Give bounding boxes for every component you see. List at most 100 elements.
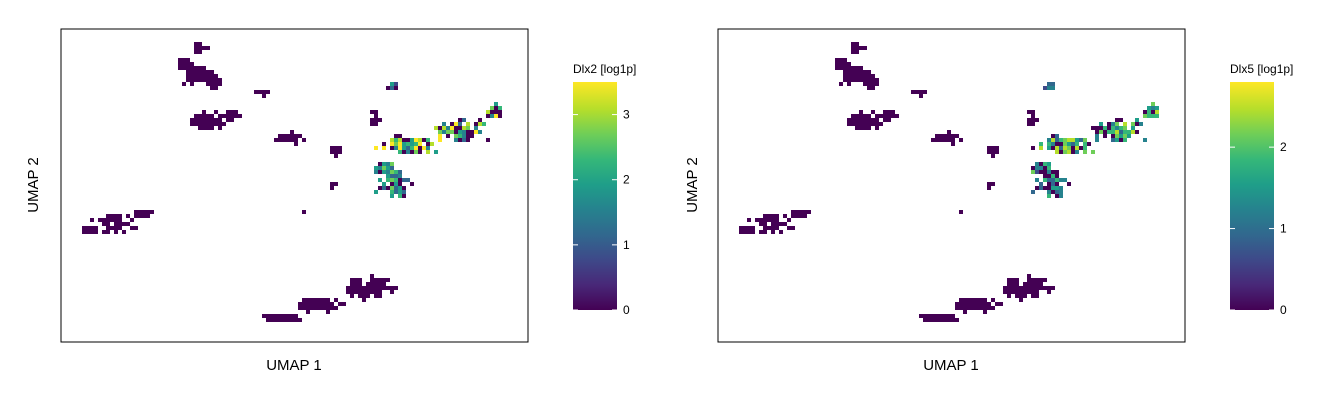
cell-point [378,278,382,282]
cell-point [446,134,450,138]
cell-point [1055,178,1059,182]
cell-point [302,210,306,214]
cell-point [1115,126,1119,130]
cell-point [330,306,334,310]
cell-point [939,318,943,322]
cell-point [767,218,771,222]
colorbar-title: Dlx5 [log1p] [1230,62,1293,76]
cell-point [390,182,394,186]
cell-point [426,150,430,154]
cell-point [134,210,138,214]
cell-point [1031,294,1035,298]
cell-point [1055,146,1059,150]
cell-point [362,294,366,298]
cell-point [859,118,863,122]
cell-point [1047,86,1051,90]
cell-point [751,230,755,234]
cell-point [1047,170,1051,174]
cell-point [747,218,751,222]
cell-point [102,218,106,222]
cell-point [1035,162,1039,166]
cell-point [222,122,226,126]
plot-frame [717,28,1186,343]
cell-point [867,118,871,122]
cell-point [1091,126,1095,130]
cell-point [330,186,334,190]
cell-point [955,302,959,306]
cell-point [182,66,186,70]
cell-point [991,154,995,158]
cell-point [210,70,214,74]
cell-point [951,314,955,318]
cell-point [1063,178,1067,182]
cell-point [418,150,422,154]
cell-point [1039,182,1043,186]
cell-point [194,50,198,54]
cell-point [799,210,803,214]
cell-point [234,110,238,114]
cell-point [382,286,386,290]
cell-point [931,318,935,322]
cell-point [1111,130,1115,134]
cell-point [1039,142,1043,146]
cell-point [863,114,867,118]
cell-point [927,314,931,318]
cell-point [230,118,234,122]
cell-point [202,74,206,78]
cell-point [278,134,282,138]
cell-point [390,162,394,166]
cell-point [867,70,871,74]
cell-point [302,138,306,142]
cell-point [787,226,791,230]
cell-point [771,226,775,230]
cell-point [775,218,779,222]
cell-point [458,134,462,138]
cell-point [262,90,266,94]
cell-point [134,214,138,218]
cell-point [1083,150,1087,154]
cell-point [763,222,767,226]
cell-point [370,282,374,286]
cell-point [190,62,194,66]
cell-point [194,70,198,74]
cell-point [298,306,302,310]
cell-point [1055,174,1059,178]
cell-point [294,314,298,318]
cell-point [943,138,947,142]
cell-point [206,78,210,82]
cell-point [466,134,470,138]
cell-point [1067,146,1071,150]
cell-point [390,166,394,170]
cell-point [398,178,402,182]
cell-point [390,170,394,174]
cell-point [182,62,186,66]
cell-point [1135,122,1139,126]
cell-point [855,42,859,46]
cell-point [1039,278,1043,282]
cell-point [751,226,755,230]
cell-point [843,78,847,82]
x-axis-label: UMAP 1 [266,357,322,374]
cell-point [1115,118,1119,122]
cell-point [490,110,494,114]
cell-point [1047,286,1051,290]
cell-point [867,74,871,78]
cell-point [462,130,466,134]
cell-point [398,190,402,194]
cell-point [947,134,951,138]
cell-point [1023,286,1027,290]
cell-point [218,122,222,126]
cell-point [931,314,935,318]
cell-point [1123,138,1127,142]
cell-point [322,298,326,302]
cell-point [418,142,422,146]
cell-point [1083,138,1087,142]
cell-point [118,218,122,222]
cell-point [282,318,286,322]
cell-point [394,190,398,194]
cell-point [194,42,198,46]
cell-point [855,66,859,70]
cell-point [362,298,366,302]
cell-point [1011,282,1015,286]
cell-point [382,278,386,282]
